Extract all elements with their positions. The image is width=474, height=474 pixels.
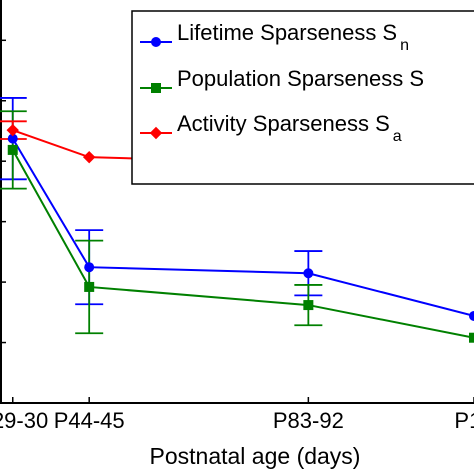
data-point bbox=[82, 150, 96, 164]
legend-label: Lifetime Sparseness S bbox=[177, 20, 397, 45]
x-axis-label: Postnatal age (days) bbox=[150, 443, 361, 469]
legend-label: Population Sparseness S bbox=[177, 66, 424, 91]
series-line-1 bbox=[11, 149, 474, 339]
legend-marker bbox=[151, 83, 161, 93]
data-point bbox=[469, 310, 474, 321]
legend-box bbox=[131, 10, 474, 185]
data-point bbox=[303, 300, 314, 311]
x-tick-label: P12 bbox=[454, 408, 474, 433]
legend-label-subscript: a bbox=[393, 128, 402, 145]
legend-marker bbox=[149, 126, 163, 140]
series-line-0 bbox=[11, 138, 474, 317]
x-tick-label: P83-92 bbox=[273, 408, 344, 433]
legend: Lifetime Sparseness Sn Population Sparsen… bbox=[131, 10, 474, 185]
data-point bbox=[469, 332, 474, 343]
data-point bbox=[84, 281, 95, 292]
data-point bbox=[303, 268, 314, 279]
legend-label-subscript: n bbox=[400, 37, 409, 54]
axes bbox=[0, 0, 474, 404]
data-point bbox=[84, 262, 95, 273]
legend-marker bbox=[151, 37, 161, 47]
data-point bbox=[7, 144, 18, 155]
x-tick-label: P29-30 bbox=[0, 408, 48, 433]
legend-label: Activity Sparseness S bbox=[177, 111, 390, 136]
data-point bbox=[6, 123, 19, 137]
x-tick-label: P44-45 bbox=[54, 408, 125, 433]
